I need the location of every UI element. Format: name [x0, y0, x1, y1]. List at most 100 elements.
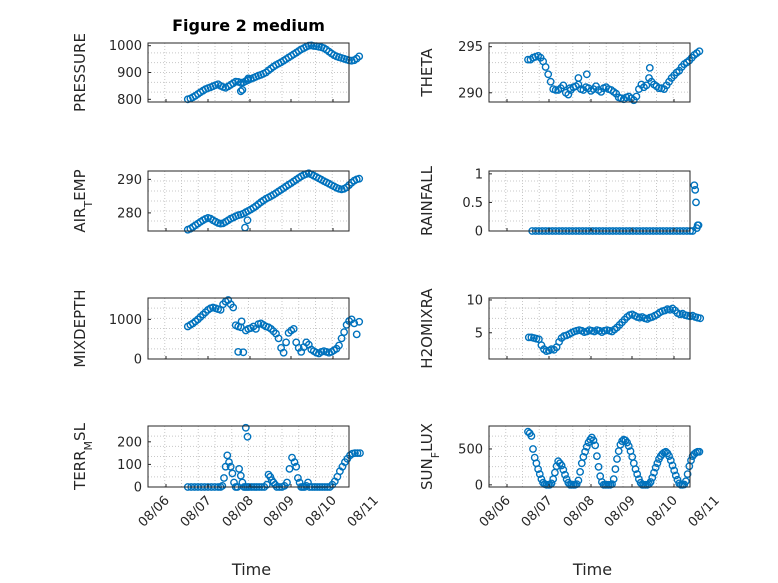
data-point [683, 470, 692, 478]
data-point [631, 465, 640, 473]
data-point [611, 465, 620, 473]
data-point [234, 347, 243, 356]
data-point [668, 461, 677, 470]
data-point [593, 452, 601, 460]
y-axis-label-air_temp: AIRTEMP [71, 169, 95, 232]
data-point [645, 64, 654, 72]
data-point [591, 441, 600, 450]
data-point [582, 442, 591, 451]
data-point [655, 84, 663, 93]
grid-lines [489, 43, 690, 102]
data-point [335, 341, 343, 350]
data-point [524, 55, 532, 64]
data-point [651, 463, 660, 472]
data-point [239, 348, 248, 357]
data-point [671, 471, 680, 480]
grid-lines [148, 43, 349, 102]
data-point [581, 447, 589, 456]
y-tick-label: 10 [466, 293, 483, 308]
series-markers [524, 47, 704, 105]
y-axis-label-terr_msl: TERRMSL [71, 422, 95, 491]
data-point [545, 480, 554, 489]
x-tick-label: 08/11 [686, 493, 723, 530]
figure-title: Figure 2 medium [172, 16, 325, 35]
x-axis-label: Time [231, 560, 271, 579]
y-tick-label: 295 [458, 40, 483, 55]
data-point [574, 74, 583, 82]
y-tick-label: 0 [134, 481, 142, 496]
data-point [618, 437, 626, 445]
y-tick-label: 5 [475, 326, 483, 341]
y-tick-label: 200 [117, 435, 142, 450]
x-tick-label: 08/10 [303, 493, 340, 530]
data-point [557, 461, 566, 470]
data-point [562, 475, 571, 483]
data-point [243, 432, 252, 441]
x-tick-label: 08/08 [220, 493, 257, 530]
data-point [290, 458, 299, 466]
grid-lines [489, 426, 690, 487]
subplot-terr_msl: 0 100 200 08/06 08/07 08/08 08/09 08/10 08/11 TER… [71, 422, 382, 579]
data-point [559, 81, 568, 90]
axes-frame [488, 297, 691, 360]
y-axis-label-theta: THETA [418, 48, 436, 98]
x-axis-label: Time [572, 560, 612, 579]
y-tick-label: 0 [475, 478, 483, 493]
data-point [566, 84, 574, 93]
data-point [352, 330, 361, 339]
y-tick-label: 0 [134, 353, 142, 368]
y-tick-label: 0 [475, 225, 483, 240]
data-point [218, 481, 227, 490]
data-point [574, 476, 583, 485]
data-point [529, 445, 537, 453]
data-point [236, 471, 245, 480]
data-point [696, 314, 705, 323]
subplot-theta: 290 295 THETA [418, 40, 704, 105]
data-point [262, 480, 271, 489]
data-point [666, 456, 675, 465]
data-point [304, 478, 312, 487]
data-point [642, 81, 651, 90]
data-point [241, 423, 250, 432]
data-point [665, 452, 673, 460]
data-point [694, 221, 703, 230]
data-point [340, 328, 348, 336]
y-axis-label-h2omixra: H2OMIXRA [418, 288, 436, 369]
data-point [594, 462, 603, 471]
data-point [695, 47, 704, 56]
data-point [350, 319, 359, 328]
data-point [283, 478, 291, 487]
x-tick-label: 08/07 [178, 493, 215, 530]
data-point [292, 462, 301, 471]
data-point [353, 449, 362, 457]
subplot-rainfall: 0 0.5 1 RAINFALL [418, 165, 703, 240]
y-axis-label-pressure: PRESSURE [71, 33, 89, 112]
data-point [559, 465, 568, 474]
y-tick-label: 280 [117, 206, 142, 221]
y-tick-label: 900 [117, 66, 142, 81]
data-point [228, 469, 237, 478]
data-point [535, 470, 544, 478]
x-tick-label: 08/09 [602, 493, 639, 530]
data-point [691, 185, 700, 194]
data-point [682, 477, 690, 486]
y-tick-label: 1 [475, 167, 483, 182]
data-point [613, 455, 621, 463]
data-point [355, 317, 364, 326]
data-point [534, 465, 542, 473]
data-point [274, 334, 283, 343]
grid-lines [148, 171, 349, 231]
data-point [635, 475, 643, 483]
y-tick-label: 500 [458, 442, 483, 457]
data-point [648, 473, 657, 482]
y-axis-label-rainfall: RAINFALL [418, 165, 436, 236]
data-point [544, 70, 553, 79]
data-point [225, 458, 233, 466]
data-point [337, 334, 346, 343]
data-point [289, 324, 298, 333]
data-point [650, 468, 658, 477]
data-point [692, 198, 700, 207]
subplot-h2omixra: 5 10 H2OMIXRA [418, 288, 705, 369]
data-point [351, 449, 359, 457]
grid-lines [148, 426, 349, 487]
